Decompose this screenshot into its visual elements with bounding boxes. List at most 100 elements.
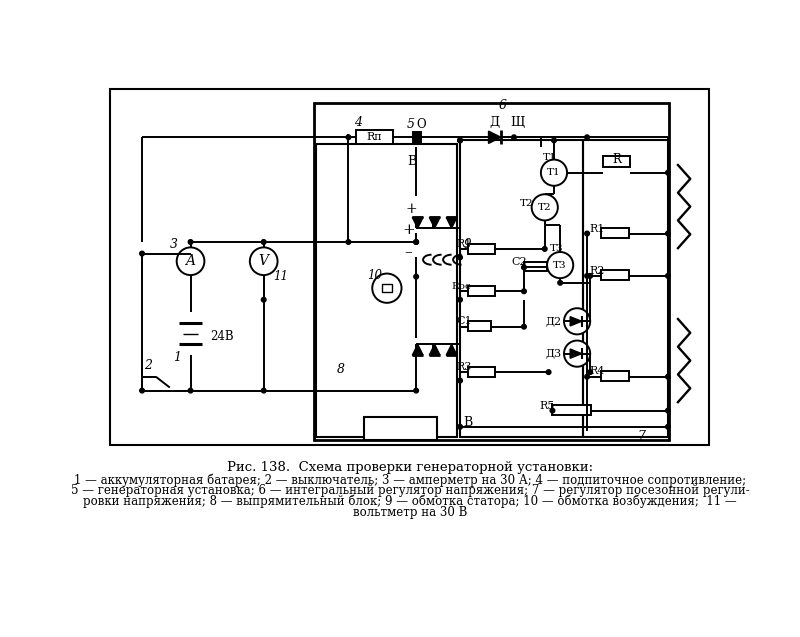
- Circle shape: [458, 378, 462, 383]
- Text: Roc: Roc: [452, 282, 471, 291]
- Text: вольтметр на 30 В: вольтметр на 30 В: [353, 506, 467, 519]
- Circle shape: [666, 273, 670, 278]
- Text: 24В: 24В: [210, 330, 234, 343]
- Text: C2: C2: [511, 257, 527, 267]
- Text: 11: 11: [273, 270, 288, 283]
- Text: V: V: [258, 254, 269, 268]
- Circle shape: [547, 252, 574, 278]
- Circle shape: [564, 308, 590, 334]
- Bar: [601, 371, 629, 380]
- Circle shape: [188, 240, 193, 245]
- Bar: [601, 271, 629, 280]
- Bar: [468, 367, 495, 376]
- Text: 3: 3: [170, 238, 178, 251]
- Polygon shape: [570, 317, 582, 326]
- Text: В: В: [407, 155, 416, 168]
- Text: +: +: [402, 224, 415, 238]
- Bar: [602, 156, 630, 166]
- Bar: [468, 286, 495, 296]
- Text: T1: T1: [547, 168, 561, 177]
- Circle shape: [552, 138, 556, 143]
- Bar: [553, 405, 591, 415]
- Text: C1: C1: [456, 317, 472, 326]
- Circle shape: [666, 375, 670, 379]
- Text: R1: R1: [456, 240, 471, 249]
- Text: 7: 7: [637, 431, 645, 443]
- Circle shape: [585, 231, 590, 236]
- Polygon shape: [430, 217, 440, 228]
- Circle shape: [666, 170, 670, 175]
- Circle shape: [666, 231, 670, 236]
- Text: 8: 8: [337, 362, 345, 376]
- Text: 2: 2: [144, 359, 152, 373]
- Bar: [460, 140, 583, 437]
- Text: R5: R5: [539, 401, 554, 411]
- Bar: [314, 103, 670, 440]
- Circle shape: [522, 289, 526, 294]
- Text: T2: T2: [538, 203, 551, 212]
- Circle shape: [532, 194, 558, 220]
- Text: T2: T2: [520, 199, 534, 208]
- Text: 6: 6: [498, 99, 506, 112]
- Circle shape: [512, 135, 516, 140]
- Circle shape: [414, 275, 418, 279]
- Bar: [382, 284, 391, 292]
- Text: T3: T3: [550, 243, 563, 253]
- Circle shape: [458, 138, 462, 143]
- Circle shape: [262, 297, 266, 302]
- Bar: [110, 89, 709, 445]
- Text: 10: 10: [367, 269, 382, 282]
- Circle shape: [585, 375, 590, 379]
- Circle shape: [262, 389, 266, 393]
- Text: R3: R3: [456, 362, 471, 373]
- Circle shape: [588, 273, 593, 278]
- Polygon shape: [412, 345, 423, 355]
- Bar: [316, 144, 457, 437]
- Circle shape: [522, 324, 526, 329]
- Text: 4: 4: [354, 116, 362, 129]
- Circle shape: [588, 370, 593, 375]
- Text: 1 — аккумуляторная батарея; 2 — выключатель; 3 — амперметр на 30 А; 4 — подпиточ: 1 — аккумуляторная батарея; 2 — выключат…: [74, 473, 746, 487]
- Text: 1: 1: [173, 351, 181, 364]
- Bar: [468, 321, 491, 331]
- Circle shape: [666, 408, 670, 413]
- Circle shape: [585, 273, 590, 278]
- Polygon shape: [446, 217, 457, 228]
- Text: 5: 5: [406, 118, 414, 131]
- Circle shape: [188, 389, 193, 393]
- Circle shape: [346, 135, 350, 140]
- Text: R4: R4: [590, 366, 605, 376]
- Text: Рис. 138.  Схема проверки генераторной установки:: Рис. 138. Схема проверки генераторной ус…: [227, 461, 593, 474]
- Polygon shape: [430, 345, 440, 355]
- Circle shape: [458, 297, 462, 302]
- Text: Д3: Д3: [546, 348, 562, 359]
- Circle shape: [458, 138, 462, 143]
- Circle shape: [372, 273, 402, 303]
- Text: R: R: [612, 153, 621, 166]
- Circle shape: [550, 408, 554, 413]
- Bar: [601, 228, 629, 238]
- Circle shape: [414, 240, 418, 245]
- Circle shape: [177, 247, 205, 275]
- Circle shape: [666, 424, 670, 429]
- Bar: [524, 262, 547, 271]
- Text: R1: R1: [590, 224, 605, 234]
- Circle shape: [522, 265, 526, 269]
- Circle shape: [458, 255, 462, 260]
- Text: 9: 9: [464, 238, 471, 251]
- Circle shape: [262, 240, 266, 245]
- Circle shape: [542, 247, 547, 251]
- Polygon shape: [412, 217, 423, 228]
- Bar: [364, 417, 437, 440]
- Circle shape: [564, 341, 590, 367]
- Circle shape: [458, 424, 462, 429]
- Circle shape: [250, 247, 278, 275]
- Text: Щ: Щ: [510, 116, 525, 129]
- Bar: [583, 140, 668, 437]
- Text: –: –: [405, 245, 412, 259]
- Text: 5 — генераторная установка; 6 — интегральный регулятор напряжения; 7 — регулятор: 5 — генераторная установка; 6 — интеграл…: [70, 484, 750, 497]
- Circle shape: [140, 389, 144, 393]
- Bar: [413, 132, 421, 143]
- Text: Д2: Д2: [546, 317, 562, 326]
- Text: Д: Д: [490, 116, 500, 129]
